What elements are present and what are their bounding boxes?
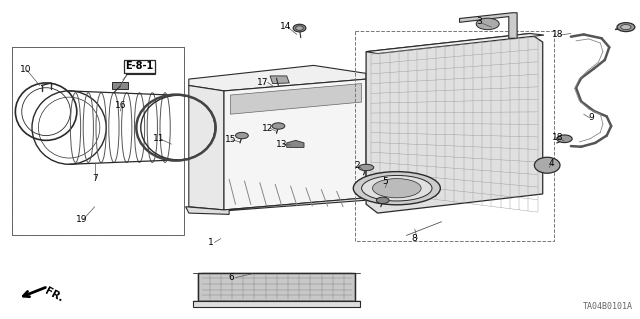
Polygon shape — [366, 33, 544, 54]
Bar — [12, 47, 184, 235]
Text: 7: 7 — [92, 174, 97, 182]
Text: 14: 14 — [280, 22, 291, 31]
Ellipse shape — [358, 164, 374, 171]
Text: 18: 18 — [552, 30, 564, 39]
Text: 10: 10 — [20, 65, 31, 74]
Text: 5: 5 — [383, 177, 388, 186]
Text: 18: 18 — [552, 133, 564, 142]
Ellipse shape — [376, 197, 389, 204]
Text: 17: 17 — [257, 78, 268, 87]
Text: 4: 4 — [549, 159, 554, 168]
Ellipse shape — [372, 179, 421, 198]
Polygon shape — [460, 13, 517, 38]
Text: FR.: FR. — [44, 286, 65, 304]
Ellipse shape — [621, 25, 631, 30]
Text: 16: 16 — [115, 101, 126, 110]
Text: 11: 11 — [153, 134, 164, 143]
Ellipse shape — [617, 23, 635, 32]
Polygon shape — [189, 65, 366, 91]
Text: 6: 6 — [229, 273, 234, 282]
Polygon shape — [230, 84, 362, 114]
Polygon shape — [224, 79, 366, 210]
Text: E-8-1: E-8-1 — [125, 61, 154, 71]
Text: 8: 8 — [412, 234, 417, 243]
Text: 12: 12 — [262, 124, 273, 133]
Bar — [355, 31, 554, 241]
Ellipse shape — [296, 26, 303, 30]
Bar — [12, 47, 184, 235]
Text: 13: 13 — [276, 140, 287, 149]
Text: E-8-1: E-8-1 — [128, 64, 154, 73]
Text: 15: 15 — [225, 135, 236, 144]
Text: TA04B0101A: TA04B0101A — [582, 302, 632, 311]
Ellipse shape — [362, 175, 432, 201]
Text: 19: 19 — [76, 215, 88, 224]
Polygon shape — [270, 76, 289, 84]
Text: 2: 2 — [355, 161, 360, 170]
Polygon shape — [287, 140, 304, 147]
Bar — [193, 301, 360, 307]
Polygon shape — [198, 273, 355, 301]
Text: 9: 9 — [589, 113, 594, 122]
Ellipse shape — [476, 18, 499, 30]
Text: 1: 1 — [209, 238, 214, 247]
Polygon shape — [189, 85, 224, 210]
Ellipse shape — [236, 132, 248, 139]
Polygon shape — [186, 198, 366, 214]
Ellipse shape — [534, 157, 560, 173]
Bar — [198, 273, 355, 301]
Ellipse shape — [557, 135, 572, 143]
Polygon shape — [366, 33, 543, 213]
Ellipse shape — [293, 24, 306, 32]
Ellipse shape — [272, 123, 285, 129]
Text: 3: 3 — [476, 17, 481, 26]
Ellipse shape — [353, 172, 440, 205]
Polygon shape — [112, 82, 128, 89]
